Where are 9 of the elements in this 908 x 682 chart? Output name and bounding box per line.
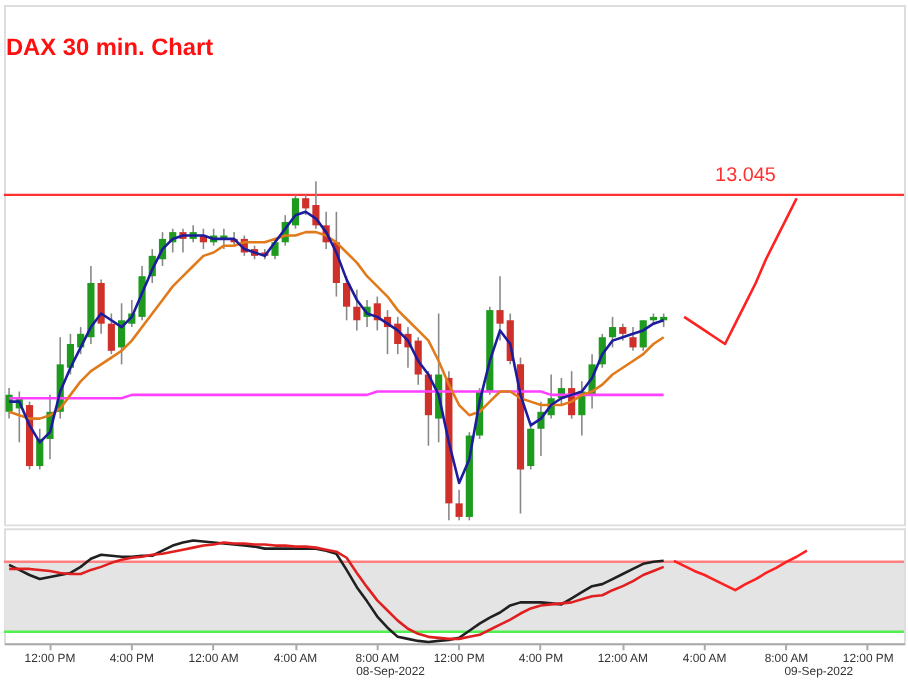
chart-title: DAX 30 min. Chart [5, 32, 214, 61]
candlestick [97, 278, 105, 335]
candlestick [353, 288, 361, 332]
candlestick [608, 316, 617, 349]
candlestick [455, 489, 463, 522]
annotation: 13.045 [715, 165, 777, 188]
candlestick [107, 312, 115, 355]
candlestick [527, 421, 535, 471]
candlestick [629, 326, 637, 352]
